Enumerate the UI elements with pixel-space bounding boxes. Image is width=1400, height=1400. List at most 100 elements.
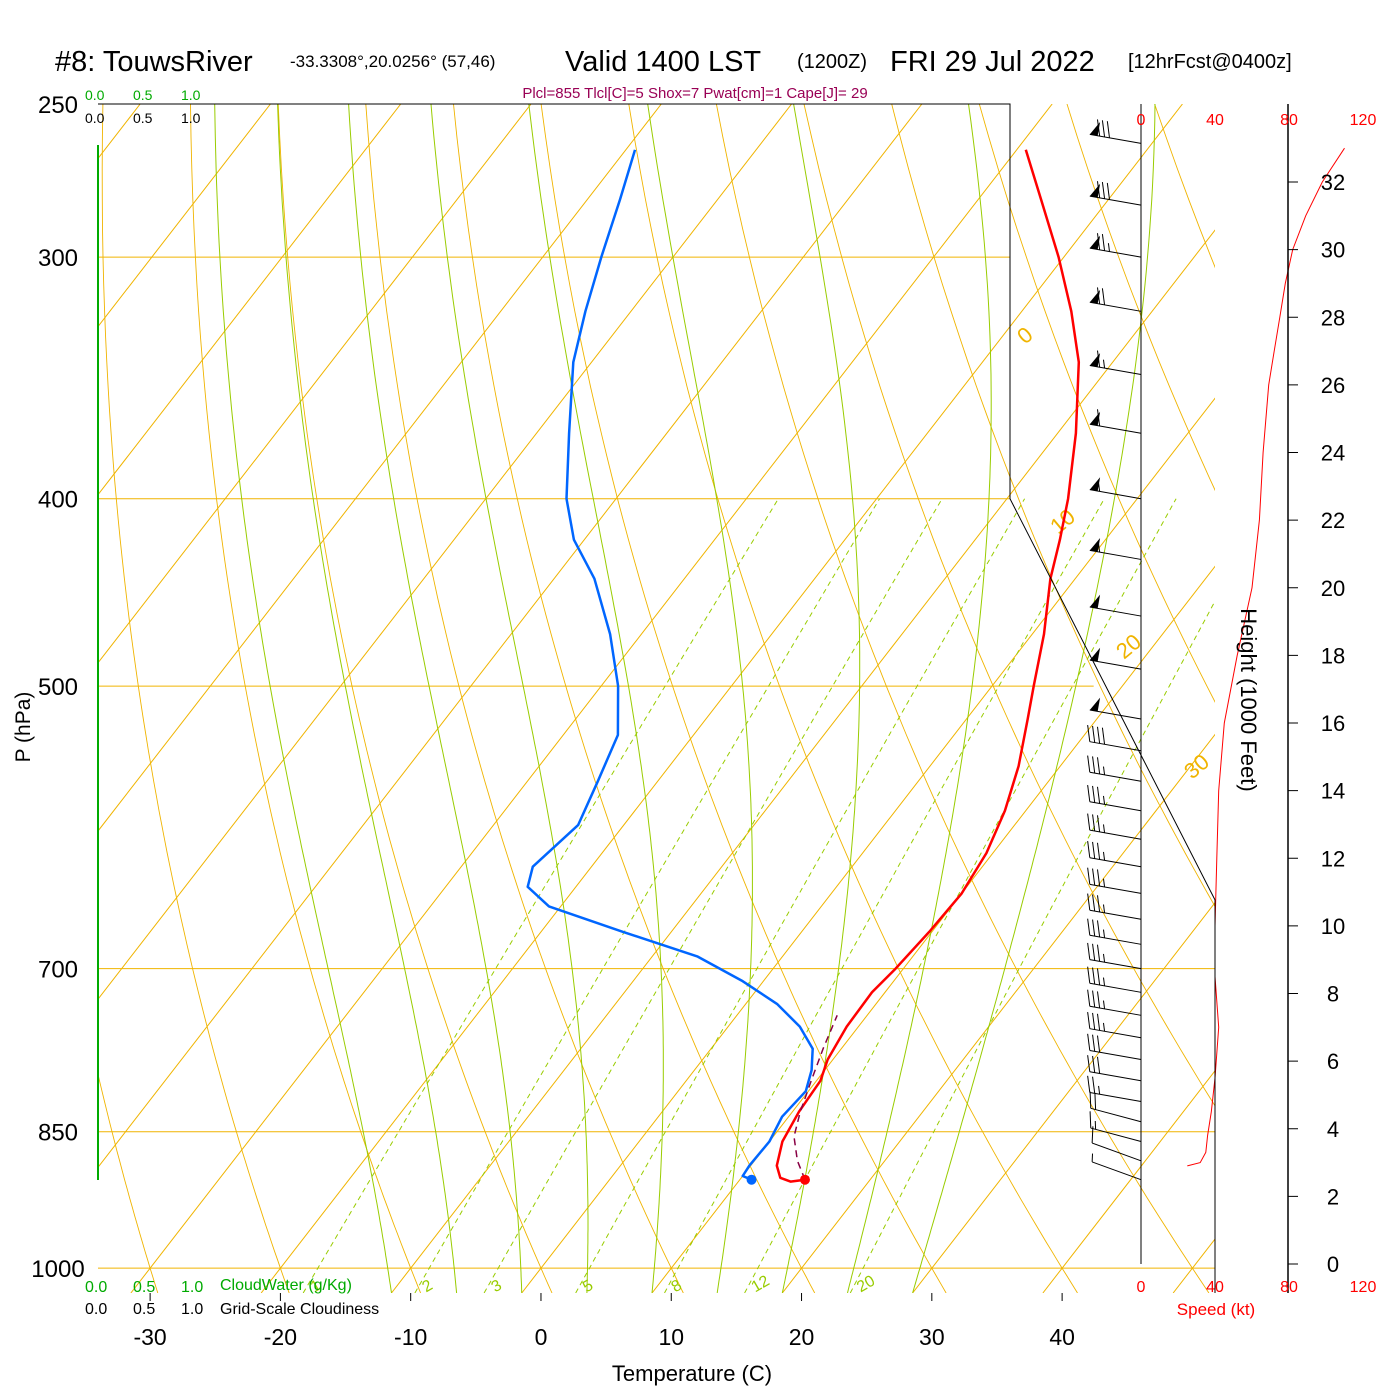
surface-dewpoint-dot xyxy=(746,1174,757,1185)
wind-barb-half-feather xyxy=(1102,1000,1106,1009)
wind-barb-feather xyxy=(1092,919,1096,937)
height-tick-label-12: 12 xyxy=(1321,846,1345,871)
wind-barb-feather xyxy=(1096,757,1101,775)
wind-barb-feather xyxy=(1092,868,1096,886)
wind-barb-feather xyxy=(1087,893,1091,911)
wind-barb-staff xyxy=(1089,195,1142,206)
wind-barb-feather xyxy=(1096,944,1101,962)
wind-barb-staff xyxy=(1089,959,1142,970)
wind-barb-half-feather xyxy=(1102,795,1106,805)
height-tick-label-8: 8 xyxy=(1327,982,1339,1007)
wind-barb-feather xyxy=(1089,1091,1092,1109)
wind-barb-feather xyxy=(1087,755,1091,773)
isotherm--10 xyxy=(391,229,1215,1293)
wind-barb-feather xyxy=(1096,869,1101,887)
isotherm--40 xyxy=(98,104,923,1169)
dry-adiabat-20 xyxy=(453,104,816,1293)
wind-barb xyxy=(1089,350,1142,375)
wind-barb-feather xyxy=(1096,181,1101,198)
wind-barb-feather xyxy=(1096,233,1101,250)
wind-barbs xyxy=(1087,119,1142,1181)
profiles xyxy=(526,147,1345,1185)
mixing-ratio-label-20: 20 xyxy=(854,1272,878,1296)
mixing-ratio-label-2: 2 xyxy=(419,1277,435,1296)
wind-barb-staff xyxy=(1089,709,1142,720)
wind-barb-feather xyxy=(1092,1055,1096,1073)
cloud-top-black-2: 1.0 xyxy=(181,110,201,126)
wind-barb-staff xyxy=(1089,301,1142,312)
height-tick-label-24: 24 xyxy=(1321,441,1345,466)
speed-tick-top-80: 80 xyxy=(1280,112,1298,129)
wind-barb-half-feather xyxy=(1098,1085,1101,1095)
isotherm-0 xyxy=(521,397,1215,1293)
height-tick-label-22: 22 xyxy=(1321,508,1345,533)
speed-tick-bottom-0: 0 xyxy=(1137,1279,1146,1296)
dry-adiabat-110 xyxy=(1242,104,1400,1293)
wind-barb-feather xyxy=(1087,867,1091,885)
x-tick-label-0: 0 xyxy=(535,1324,548,1350)
wind-barb-staff xyxy=(1089,829,1142,840)
moist-adiabat-0 xyxy=(348,104,523,1293)
height-tick-label-26: 26 xyxy=(1321,373,1345,398)
isotherm-60 xyxy=(1303,104,1400,1293)
speed-tick-bottom-40: 40 xyxy=(1206,1279,1224,1296)
speed-tick-top-40: 40 xyxy=(1206,112,1224,129)
wind-barb-feather xyxy=(1092,725,1096,743)
mixing-ratio-20 xyxy=(849,600,1215,1293)
pressure-tick-400: 400 xyxy=(38,487,78,514)
wind-barb-feather xyxy=(1096,991,1101,1009)
moist-adiabat--10 xyxy=(214,104,392,1293)
cloudwater-label: CloudWater (g/Kg) xyxy=(220,1277,352,1294)
wind-barb-feather xyxy=(1087,989,1091,1007)
wind-barb xyxy=(1087,1033,1142,1061)
mixing-ratio-1 xyxy=(302,498,779,1293)
wind-barb-half-feather xyxy=(1102,977,1106,986)
isotherm--80 xyxy=(98,104,402,496)
dry-adiabat--30 xyxy=(98,1072,159,1293)
speed-tick-bottom-80: 80 xyxy=(1280,1279,1298,1296)
valid-zulu: (1200Z) xyxy=(797,51,867,73)
parcel-line xyxy=(793,1015,838,1180)
wind-barb-half-feather xyxy=(1098,543,1101,553)
wind-barb xyxy=(1089,538,1142,560)
wind-barb xyxy=(1087,966,1142,993)
pressure-tick-300: 300 xyxy=(38,245,78,272)
wind-barb-staff xyxy=(1091,1142,1142,1162)
wind-barb-staff xyxy=(1090,1127,1142,1143)
wind-barb-staff xyxy=(1089,606,1142,617)
wind-barb xyxy=(1087,942,1142,970)
dry-adiabat-100 xyxy=(1154,104,1215,269)
isotherm--110 xyxy=(0,104,10,1293)
x-tick-label--20: -20 xyxy=(264,1324,297,1350)
wind-barb-staff xyxy=(1089,741,1142,752)
dry-adiabat-80 xyxy=(978,104,1215,703)
wind-barb-pennant xyxy=(1089,594,1101,609)
x-tick-label--30: -30 xyxy=(133,1324,166,1350)
wind-barb-feather xyxy=(1101,727,1106,745)
wind-barb xyxy=(1087,989,1142,1016)
dry-adiabat-60 xyxy=(803,104,1215,1107)
wind-barb-staff xyxy=(1089,801,1142,812)
pressure-tick-700: 700 xyxy=(38,957,78,984)
wind-barb-staff xyxy=(1089,489,1142,500)
moist-adiabat-25 xyxy=(847,104,992,1293)
cloud-top-green-1: 0.5 xyxy=(133,87,153,103)
wind-barb xyxy=(1089,119,1142,144)
pressure-tick-850: 850 xyxy=(38,1120,78,1147)
height-tick-label-6: 6 xyxy=(1327,1049,1339,1074)
mixing-ratio-8 xyxy=(664,498,1105,1293)
wind-barb-feather xyxy=(1092,785,1096,803)
wind-barb-feather xyxy=(1087,1075,1091,1093)
wind-barb-staff xyxy=(1089,982,1142,993)
speed-tick-bottom-120: 120 xyxy=(1350,1279,1377,1296)
height-tick-label-16: 16 xyxy=(1321,711,1345,736)
wind-barb-feather xyxy=(1096,287,1101,305)
wind-barb xyxy=(1087,841,1142,868)
mixing-ratio-label-5: 5 xyxy=(580,1277,596,1296)
mixing-ratio-label-12: 12 xyxy=(749,1272,773,1296)
wind-barb-staff xyxy=(1089,423,1142,434)
wind-barb-feather xyxy=(1087,841,1091,858)
wind-barb-staff xyxy=(1089,857,1142,868)
wind-barb-feather xyxy=(1087,1033,1091,1051)
